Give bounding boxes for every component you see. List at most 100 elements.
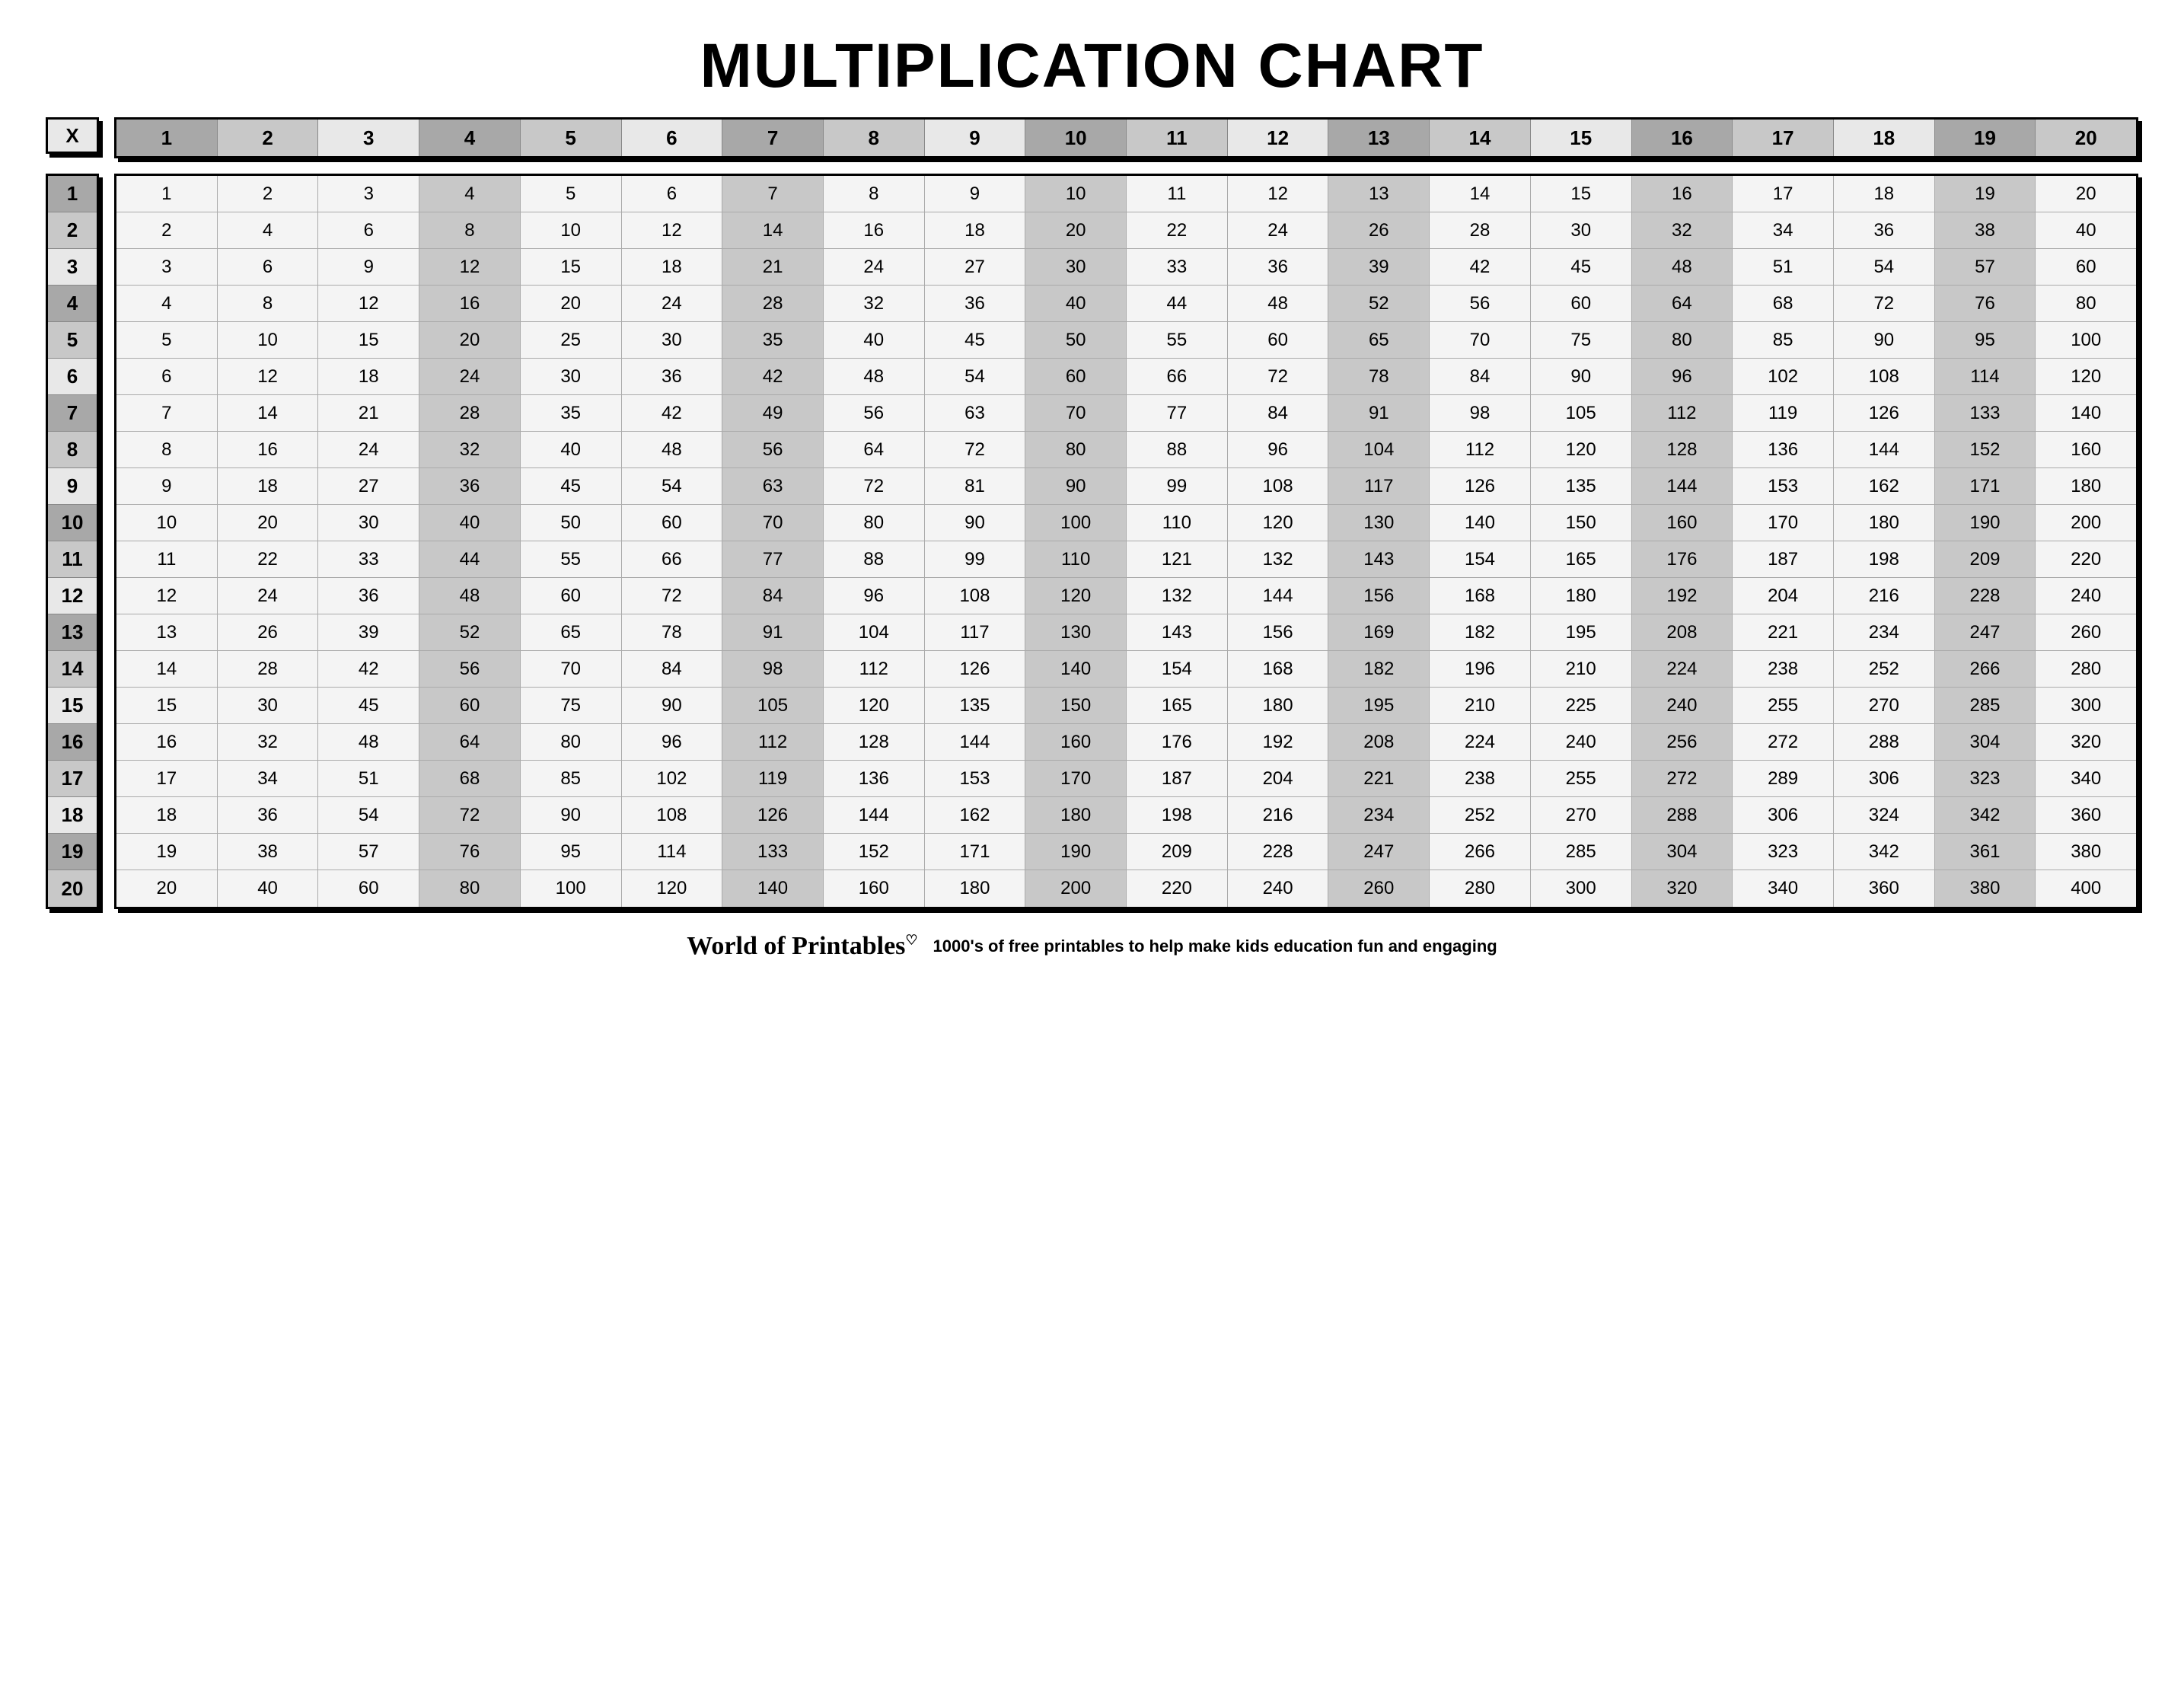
table-cell: 36: [925, 286, 1026, 322]
table-cell: 168: [1430, 578, 1531, 614]
table-cell: 136: [1733, 432, 1834, 468]
table-cell: 76: [419, 834, 521, 870]
table-cell: 80: [2036, 286, 2136, 322]
table-cell: 100: [521, 870, 622, 907]
table-cell: 221: [1328, 761, 1430, 797]
table-cell: 60: [521, 578, 622, 614]
table-cell: 8: [116, 432, 218, 468]
table-cell: 108: [1834, 359, 1935, 395]
table-cell: 8: [419, 212, 521, 249]
table-cell: 24: [419, 359, 521, 395]
table-cell: 10: [1025, 176, 1127, 212]
table-cell: 154: [1127, 651, 1228, 688]
table-cell: 180: [1531, 578, 1632, 614]
table-row: 8162432404856647280889610411212012813614…: [116, 432, 2136, 468]
table-cell: 120: [2036, 359, 2136, 395]
table-cell: 204: [1733, 578, 1834, 614]
table-cell: 54: [318, 797, 419, 834]
table-cell: 12: [622, 212, 723, 249]
table-cell: 180: [1228, 688, 1329, 724]
table-cell: 180: [2036, 468, 2136, 505]
table-cell: 144: [1632, 468, 1733, 505]
table-cell: 221: [1733, 614, 1834, 651]
row-header: 11: [48, 541, 97, 578]
table-cell: 45: [318, 688, 419, 724]
top-section: X 1234567891011121314151617181920: [46, 117, 2138, 158]
table-cell: 324: [1834, 797, 1935, 834]
row-header: 8: [48, 432, 97, 468]
table-cell: 5: [116, 322, 218, 359]
table-cell: 70: [1430, 322, 1531, 359]
table-cell: 150: [1531, 505, 1632, 541]
table-cell: 90: [1531, 359, 1632, 395]
table-cell: 132: [1228, 541, 1329, 578]
table-cell: 160: [1632, 505, 1733, 541]
column-header: 9: [925, 120, 1026, 156]
table-cell: 33: [1127, 249, 1228, 286]
table-cell: 176: [1127, 724, 1228, 761]
table-cell: 216: [1228, 797, 1329, 834]
table-cell: 18: [1834, 176, 1935, 212]
table-cell: 18: [218, 468, 319, 505]
row-header: 16: [48, 724, 97, 761]
table-cell: 156: [1228, 614, 1329, 651]
table-cell: 285: [1935, 688, 2036, 724]
table-cell: 12: [218, 359, 319, 395]
table-cell: 42: [1430, 249, 1531, 286]
table-cell: 121: [1127, 541, 1228, 578]
table-cell: 180: [1834, 505, 1935, 541]
table-cell: 10: [218, 322, 319, 359]
table-cell: 224: [1430, 724, 1531, 761]
table-cell: 48: [1228, 286, 1329, 322]
table-cell: 45: [925, 322, 1026, 359]
table-cell: 40: [521, 432, 622, 468]
table-cell: 361: [1935, 834, 2036, 870]
table-cell: 256: [1632, 724, 1733, 761]
table-cell: 133: [722, 834, 824, 870]
table-cell: 190: [1025, 834, 1127, 870]
table-cell: 136: [824, 761, 925, 797]
row-header: 20: [48, 870, 97, 907]
table-cell: 55: [521, 541, 622, 578]
table-cell: 60: [419, 688, 521, 724]
table-cell: 144: [1228, 578, 1329, 614]
table-cell: 130: [1328, 505, 1430, 541]
table-cell: 140: [1430, 505, 1531, 541]
heart-icon: ♡: [905, 933, 917, 948]
table-cell: 170: [1025, 761, 1127, 797]
table-cell: 99: [925, 541, 1026, 578]
table-cell: 36: [218, 797, 319, 834]
table-cell: 126: [925, 651, 1026, 688]
table-cell: 120: [1531, 432, 1632, 468]
table-cell: 112: [1430, 432, 1531, 468]
table-cell: 54: [622, 468, 723, 505]
row-header: 19: [48, 834, 97, 870]
table-cell: 72: [622, 578, 723, 614]
table-cell: 84: [1430, 359, 1531, 395]
table-cell: 169: [1328, 614, 1430, 651]
table-cell: 48: [1632, 249, 1733, 286]
column-header: 18: [1834, 120, 1935, 156]
table-cell: 16: [1632, 176, 1733, 212]
table-cell: 170: [1733, 505, 1834, 541]
column-header: 15: [1531, 120, 1632, 156]
table-cell: 304: [1935, 724, 2036, 761]
table-cell: 66: [622, 541, 723, 578]
table-cell: 60: [2036, 249, 2136, 286]
table-cell: 30: [521, 359, 622, 395]
table-cell: 90: [521, 797, 622, 834]
table-cell: 30: [1025, 249, 1127, 286]
table-cell: 80: [521, 724, 622, 761]
table-cell: 96: [1632, 359, 1733, 395]
table-cell: 252: [1430, 797, 1531, 834]
table-cell: 12: [318, 286, 419, 322]
table-cell: 280: [1430, 870, 1531, 907]
table-cell: 288: [1834, 724, 1935, 761]
table-cell: 39: [318, 614, 419, 651]
table-cell: 51: [318, 761, 419, 797]
table-cell: 42: [318, 651, 419, 688]
table-cell: 11: [116, 541, 218, 578]
table-cell: 126: [722, 797, 824, 834]
table-cell: 21: [318, 395, 419, 432]
table-cell: 323: [1935, 761, 2036, 797]
